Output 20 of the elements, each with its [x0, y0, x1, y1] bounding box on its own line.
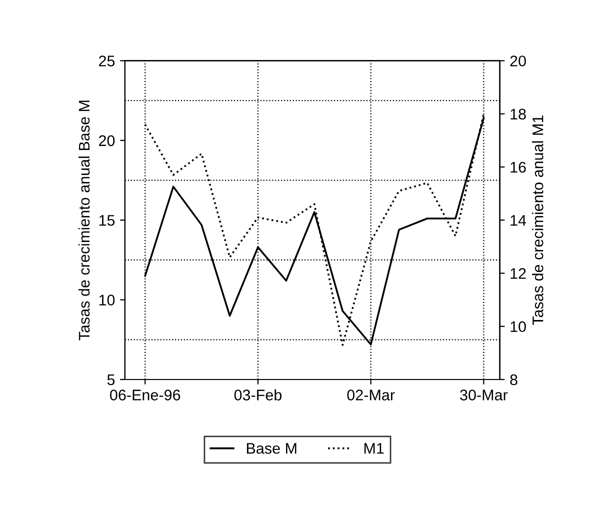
x-tick-label: 02-Mar	[347, 390, 395, 400]
y-tick-label: 25	[99, 56, 115, 66]
y2-tick-label: 16	[510, 162, 526, 173]
y2-tick-label: 12	[510, 268, 526, 279]
y2-axis-title: Tasas de crecimiento anual M1	[532, 116, 544, 326]
y-tick-label: 10	[99, 294, 115, 306]
y2-tick-label: 10	[510, 321, 526, 332]
legend-label: M1	[364, 443, 384, 454]
y2-tick-label: 14	[510, 215, 526, 226]
y2-tick-label: 8	[510, 374, 518, 386]
y-tick-label: 15	[99, 215, 115, 226]
y-tick-label: 5	[107, 374, 115, 386]
y-axis-title: Tasas de crecimiento anual Base M	[78, 100, 90, 340]
y2-tick-label: 20	[510, 56, 526, 66]
x-tick-label: 06-Ene-96	[110, 390, 180, 400]
y2-tick-label: 18	[510, 108, 526, 120]
y-tick-label: 20	[99, 135, 115, 146]
legend-label: Base M	[246, 443, 296, 454]
x-tick-label: 03-Feb	[234, 389, 282, 400]
x-tick-label: 30-Mar	[460, 390, 508, 400]
